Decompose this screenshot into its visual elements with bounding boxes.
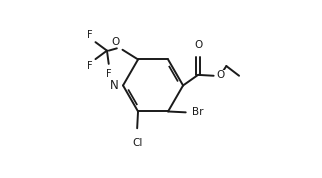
Text: O: O (111, 36, 119, 47)
Text: N: N (110, 79, 118, 92)
Text: O: O (217, 70, 225, 80)
Text: F: F (87, 30, 92, 40)
Text: F: F (106, 69, 111, 79)
Text: Cl: Cl (132, 138, 142, 148)
Text: O: O (194, 41, 202, 51)
Text: F: F (87, 61, 92, 71)
Text: Br: Br (193, 107, 204, 117)
